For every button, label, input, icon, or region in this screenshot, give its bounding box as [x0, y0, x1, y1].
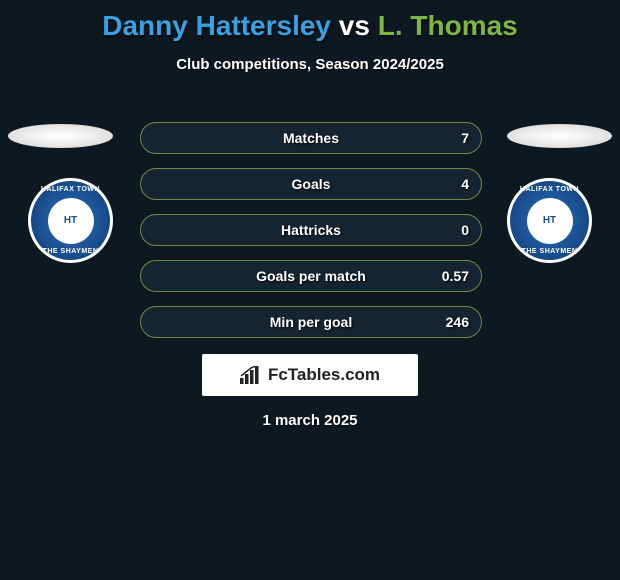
- player2-name: L. Thomas: [378, 10, 518, 41]
- badge-bottom-text: THE SHAYMEN: [31, 248, 110, 255]
- player2-oval: [507, 124, 612, 148]
- stat-value-right: 0: [461, 222, 469, 238]
- badge-bottom-text: THE SHAYMEN: [510, 248, 589, 255]
- date-text: 1 march 2025: [0, 412, 620, 429]
- stat-row: Hattricks 0: [140, 214, 482, 246]
- player2-club-badge: HALIFAX TOWN HT THE SHAYMEN: [507, 178, 592, 263]
- stat-label: Goals per match: [256, 268, 366, 284]
- stats-container: Matches 7 Goals 4 Hattricks 0 Goals per match 0…: [140, 122, 482, 352]
- subtitle: Club competitions, Season 2024/2025: [0, 56, 620, 73]
- player1-club-badge: HALIFAX TOWN HT THE SHAYMEN: [28, 178, 113, 263]
- stat-value-right: 0.57: [442, 268, 469, 284]
- badge-center: HT: [527, 198, 573, 244]
- stat-label: Matches: [283, 130, 339, 146]
- brand-badge[interactable]: FcTables.com: [202, 354, 418, 396]
- stat-value-right: 4: [461, 176, 469, 192]
- brand-text: FcTables.com: [268, 365, 380, 385]
- badge-center: HT: [48, 198, 94, 244]
- vs-text: vs: [331, 10, 378, 41]
- stat-label: Hattricks: [281, 222, 341, 238]
- player1-oval: [8, 124, 113, 148]
- stat-value-right: 246: [446, 314, 469, 330]
- page-title: Danny Hattersley vs L. Thomas: [0, 0, 620, 42]
- stat-row: Goals 4: [140, 168, 482, 200]
- stat-label: Min per goal: [270, 314, 352, 330]
- stat-row: Matches 7: [140, 122, 482, 154]
- badge-top-text: HALIFAX TOWN: [510, 186, 589, 193]
- stat-row: Min per goal 246: [140, 306, 482, 338]
- badge-top-text: HALIFAX TOWN: [31, 186, 110, 193]
- stat-row: Goals per match 0.57: [140, 260, 482, 292]
- stat-label: Goals: [292, 176, 331, 192]
- chart-icon: [240, 366, 262, 384]
- stat-value-right: 7: [461, 130, 469, 146]
- player1-name: Danny Hattersley: [102, 10, 331, 41]
